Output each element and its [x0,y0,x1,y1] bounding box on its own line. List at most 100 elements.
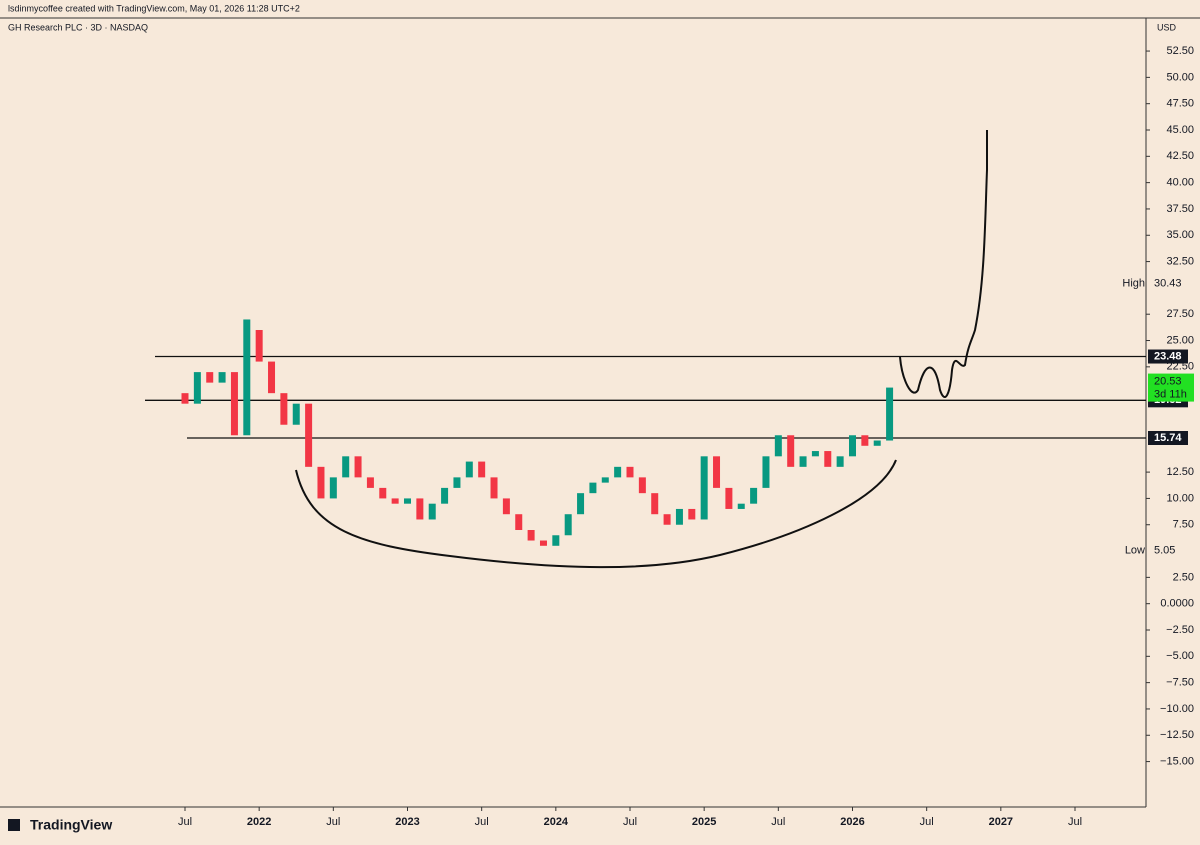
y-tick-label: −2.50 [1166,624,1194,636]
candle-body [849,435,856,457]
candle-body [700,456,708,520]
y-tick-label: 37.50 [1166,203,1194,215]
y-tick-label: 35.00 [1166,229,1194,241]
x-tick-label: 2022 [247,816,271,828]
low-value: 5.05 [1154,544,1175,556]
candle-body [589,482,597,494]
y-tick-label: −5.00 [1166,650,1194,662]
candle-body [836,456,844,467]
candle-body [824,451,832,467]
x-tick-label: 2027 [989,816,1013,828]
candle-body [886,387,894,441]
candle-body [478,461,486,478]
candle-body [268,361,276,394]
x-tick-label: Jul [1068,816,1082,828]
candle-body [181,393,189,404]
x-tick-label: Jul [771,816,785,828]
last-price-tag [1148,373,1194,402]
candle-body [873,440,881,446]
candle-body [354,456,362,478]
high-label: High [1122,277,1145,289]
candle-body [651,493,659,515]
y-tick-label: 22.50 [1166,361,1194,373]
symbol-line: GH Research PLC · 3D · NASDAQ [8,22,148,32]
low-label: Low [1125,544,1145,556]
y-tick-label: 0.0000 [1160,598,1194,610]
y-tick-label: 40.00 [1166,177,1194,189]
candle-body [552,535,560,546]
y-tick-label: 32.50 [1166,255,1194,267]
level-label: 15.74 [1154,432,1182,444]
y-tick-label: 7.50 [1173,519,1194,531]
candle-body [342,456,350,478]
candle-body [391,498,399,504]
candle-body [292,403,300,425]
y-tick-label: 52.50 [1166,45,1194,57]
y-tick-label: 42.50 [1166,150,1194,162]
candle-body [465,461,473,478]
level-tag [1148,349,1188,364]
candle-body [626,466,634,478]
candle-body [564,514,572,536]
y-tick-label: −15.00 [1160,755,1194,767]
candle-body [614,466,622,478]
candle-body [638,477,646,494]
candle-body [774,435,782,457]
x-tick-label: Jul [178,816,192,828]
candle-body [453,477,461,488]
x-tick-label: Jul [475,816,489,828]
y-tick-label: −12.50 [1160,729,1194,741]
candle-body [404,498,411,504]
level-label: 23.48 [1154,350,1182,362]
candle-body [490,477,498,499]
y-tick-label: 2.50 [1173,571,1194,583]
cup-drawing [295,459,897,569]
candle-body [861,435,869,446]
y-tick-label: −7.50 [1166,677,1194,689]
x-tick-label: 2025 [692,816,716,828]
candle-body [601,477,609,483]
high-value: 30.43 [1154,277,1182,289]
countdown: 3d 11h [1154,388,1187,400]
x-tick-label: 2024 [544,816,569,828]
x-tick-label: Jul [623,816,637,828]
y-tick-label: 50.00 [1166,71,1194,83]
candle-body [539,540,547,546]
candle-body [799,456,807,467]
candle-body [206,372,214,383]
x-tick-label: Jul [920,816,934,828]
candle-body [280,393,288,425]
candle-body [193,372,201,404]
last-price: 20.53 [1154,375,1182,387]
candle-body [317,466,325,499]
x-tick-label: 2023 [395,816,419,828]
candle-body [577,493,585,515]
x-tick-label: 2026 [840,816,864,828]
candle-body [787,435,795,467]
candle-body [255,330,263,362]
currency: USD [1157,22,1177,32]
candle-body [416,498,424,520]
y-tick-label: 25.00 [1166,334,1194,346]
x-tick-label: Jul [326,816,340,828]
y-tick-label: 27.50 [1166,308,1194,320]
logo-mark [8,819,20,831]
candle-body [737,503,745,509]
y-tick-label: 10.00 [1166,492,1194,504]
candle-body [329,477,337,499]
y-tick-label: 12.50 [1166,466,1194,478]
candle-body [515,514,523,530]
candle-body [305,403,313,467]
brand: TradingView [30,817,112,833]
y-tick-label: −10.00 [1160,703,1194,715]
candle-body [688,508,696,520]
level-tag [1148,431,1188,445]
candle-body [675,508,683,525]
logo: TradingView [8,817,112,833]
candle-body [811,451,819,457]
candle-body [750,487,758,504]
y-tick-label: 45.00 [1166,124,1194,136]
projection-drawing [899,130,988,398]
